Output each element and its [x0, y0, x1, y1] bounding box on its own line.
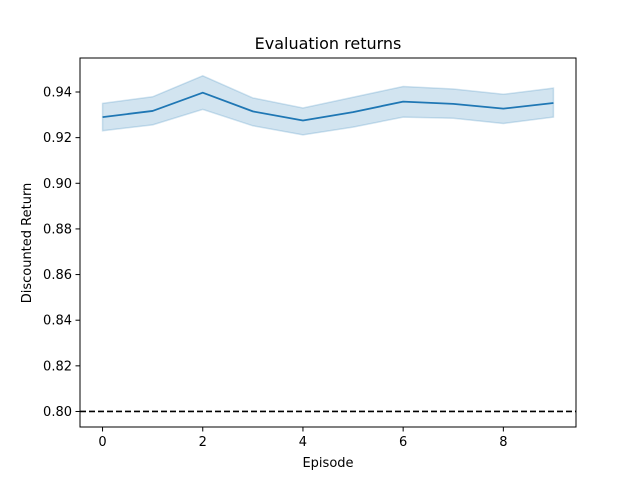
- chart-title: Evaluation returns: [255, 34, 402, 53]
- y-tick-label: 0.82: [43, 359, 72, 374]
- x-tick-label: 2: [199, 435, 207, 450]
- confidence-band-0: [101, 74, 555, 136]
- y-tick-label: 0.92: [43, 131, 72, 146]
- y-tick-label: 0.88: [43, 222, 72, 237]
- y-tick-label: 0.84: [43, 314, 72, 329]
- x-tick-label: 4: [299, 435, 307, 450]
- x-tick-label: 0: [98, 435, 106, 450]
- plot-area: 0 2 4 6 8 0.80 0.82 0.84 0.86 0.88 0.90 0.92 0.94: [43, 57, 577, 450]
- y-axis-label: Discounted Return: [20, 183, 35, 304]
- y-tick-label: 0.80: [43, 405, 72, 420]
- y-tick-label: 0.94: [43, 86, 72, 101]
- y-tick-label: 0.90: [43, 177, 72, 192]
- series-line-0: [102, 91, 554, 122]
- axes-frame: [79, 57, 577, 428]
- x-tick-label: 8: [499, 435, 507, 450]
- y-tick-label: 0.86: [43, 268, 72, 283]
- x-tick-label: 6: [399, 435, 407, 450]
- x-axis-label: Episode: [302, 456, 353, 471]
